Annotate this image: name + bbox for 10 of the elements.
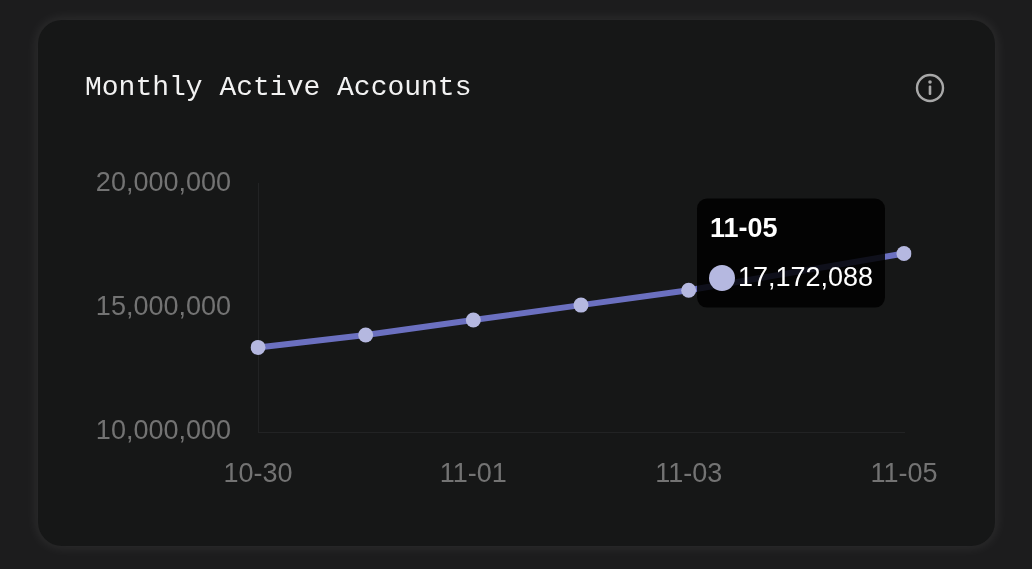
x-tick-label: 11-01: [439, 457, 507, 488]
annotation: 11-05: [710, 213, 778, 244]
x-tick-label: 10-30: [223, 457, 293, 488]
chart-title: Monthly Active Accounts: [85, 72, 472, 104]
data-label: 17,172,088: [738, 262, 874, 293]
x-tick-label: 11-05: [870, 457, 938, 488]
x-tick-label: 11-03: [655, 457, 723, 488]
y-tick-label: 10,000,000: [95, 415, 231, 446]
y-tick-label: 20,000,000: [95, 166, 231, 197]
y-tick-label: 15,000,000: [95, 291, 231, 322]
